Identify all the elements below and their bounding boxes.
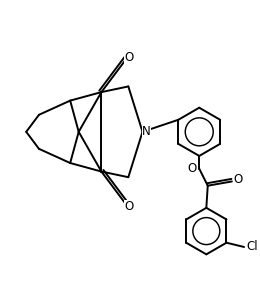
Text: Cl: Cl — [246, 241, 258, 253]
Text: O: O — [124, 200, 133, 213]
Text: O: O — [233, 173, 243, 186]
Text: O: O — [124, 51, 133, 64]
Text: N: N — [142, 125, 151, 138]
Text: O: O — [187, 162, 197, 175]
